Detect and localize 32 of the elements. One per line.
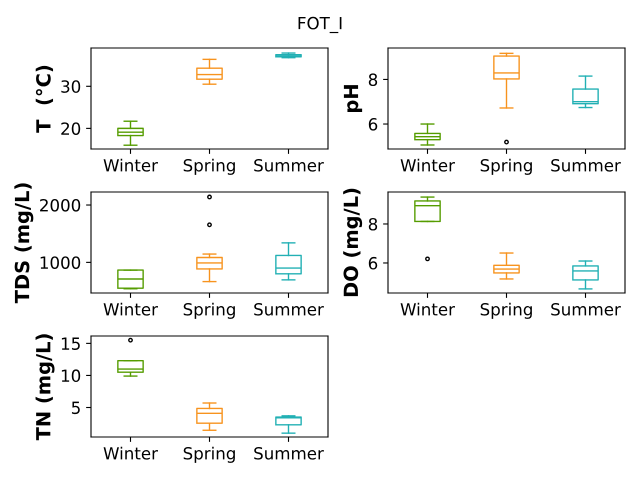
x-tick-label: Winter xyxy=(104,158,158,172)
y-tick-label: 8 xyxy=(368,218,378,231)
y-tick-label: 2000 xyxy=(40,198,80,212)
y-tick-label: 30 xyxy=(61,80,80,93)
x-tick-label: Winter xyxy=(104,446,158,460)
x-tick-label: Summer xyxy=(254,447,324,460)
chart-title: FOT_I xyxy=(298,16,342,34)
y-axis-title: TN (mg/L) xyxy=(36,334,55,440)
y-tick-label: 20 xyxy=(61,122,80,135)
x-tick-label: Winter xyxy=(400,302,455,316)
x-tick-label: Spring xyxy=(480,158,532,175)
y-tick-label: 6 xyxy=(368,118,378,131)
y-axis-title: TDS (mg/L) xyxy=(14,183,34,304)
x-tick-label: Spring xyxy=(480,302,532,319)
x-tick-label: Winter xyxy=(104,302,158,316)
y-axis-title: T (°C) xyxy=(36,66,54,133)
x-tick-label: Summer xyxy=(254,303,324,316)
x-tick-label: Summer xyxy=(551,159,621,172)
x-tick-label: Summer xyxy=(551,303,621,316)
y-tick-label: 6 xyxy=(368,256,378,270)
y-tick-label: 8 xyxy=(368,73,378,86)
y-tick-label: 1000 xyxy=(40,256,80,269)
x-tick-label: Spring xyxy=(184,302,235,319)
x-tick-label: Winter xyxy=(400,158,455,172)
x-tick-label: Spring xyxy=(184,446,235,463)
x-tick-label: Summer xyxy=(254,159,324,172)
y-tick-label: 5 xyxy=(72,402,80,414)
y-tick-label: 15 xyxy=(62,338,80,350)
x-tick-label: Spring xyxy=(184,158,235,175)
y-axis-title: DO (mg/L) xyxy=(343,188,362,296)
y-axis-title: pH xyxy=(344,85,362,112)
y-tick-label: 10 xyxy=(62,369,80,382)
